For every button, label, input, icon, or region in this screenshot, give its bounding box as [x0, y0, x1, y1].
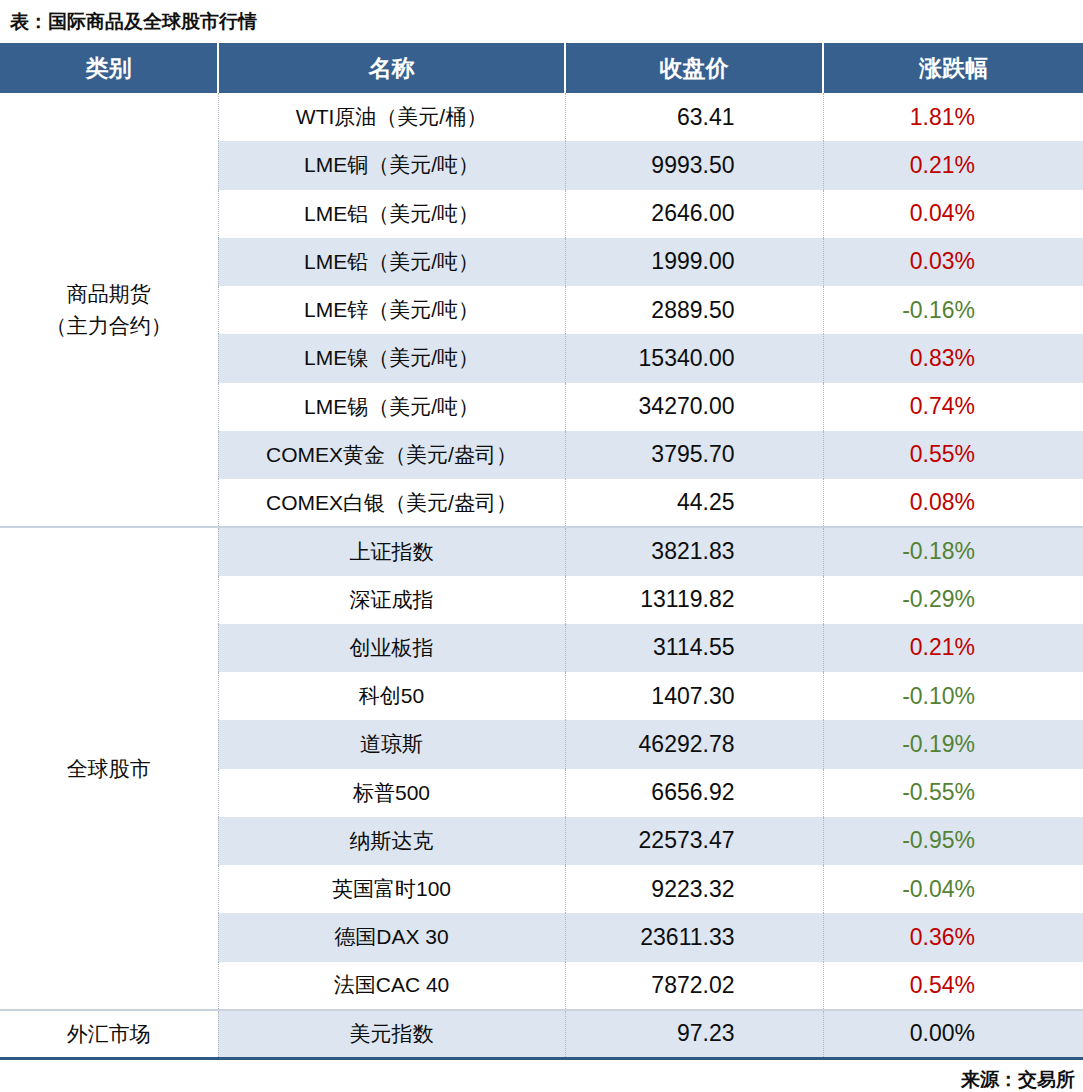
close-cell: 6656.92 — [565, 769, 823, 817]
category-cell: 全球股市 — [0, 527, 218, 1010]
name-cell: LME锌（美元/吨） — [218, 286, 565, 334]
category-cell: 商品期货 （主力合约） — [0, 93, 218, 527]
close-cell: 7872.02 — [565, 962, 823, 1010]
change-cell: 0.83% — [823, 334, 1083, 382]
change-cell: 0.00% — [823, 1010, 1083, 1058]
market-table: 类别 名称 收盘价 涨跌幅 商品期货 （主力合约）WTI原油（美元/桶）63.4… — [0, 43, 1083, 1060]
name-cell: LME镍（美元/吨） — [218, 334, 565, 382]
category-cell: 外汇市场 — [0, 1010, 218, 1058]
header-row: 类别 名称 收盘价 涨跌幅 — [0, 43, 1083, 93]
change-cell: 1.81% — [823, 93, 1083, 141]
change-cell: -0.29% — [823, 576, 1083, 624]
table-body: 商品期货 （主力合约）WTI原油（美元/桶）63.411.81%LME铜（美元/… — [0, 93, 1083, 1058]
name-cell: LME铝（美元/吨） — [218, 190, 565, 238]
table-row: 商品期货 （主力合约）WTI原油（美元/桶）63.411.81% — [0, 93, 1083, 141]
col-header-category: 类别 — [0, 43, 218, 93]
name-cell: 创业板指 — [218, 624, 565, 672]
col-header-close: 收盘价 — [565, 43, 823, 93]
name-cell: LME铜（美元/吨） — [218, 141, 565, 189]
close-cell: 2646.00 — [565, 190, 823, 238]
change-cell: 0.21% — [823, 624, 1083, 672]
change-cell: -0.16% — [823, 286, 1083, 334]
name-cell: 纳斯达克 — [218, 817, 565, 865]
close-cell: 3795.70 — [565, 431, 823, 479]
close-cell: 15340.00 — [565, 334, 823, 382]
name-cell: COMEX黄金（美元/盎司） — [218, 431, 565, 479]
change-cell: -0.55% — [823, 769, 1083, 817]
change-cell: -0.19% — [823, 720, 1083, 768]
change-cell: 0.74% — [823, 383, 1083, 431]
change-cell: 0.54% — [823, 962, 1083, 1010]
name-cell: 法国CAC 40 — [218, 962, 565, 1010]
close-cell: 1999.00 — [565, 238, 823, 286]
change-cell: 0.36% — [823, 913, 1083, 961]
change-cell: 0.04% — [823, 190, 1083, 238]
change-cell: 0.08% — [823, 479, 1083, 527]
col-header-change: 涨跌幅 — [823, 43, 1083, 93]
close-cell: 1407.30 — [565, 672, 823, 720]
change-cell: 0.21% — [823, 141, 1083, 189]
name-cell: 美元指数 — [218, 1010, 565, 1058]
close-cell: 23611.33 — [565, 913, 823, 961]
table-row: 外汇市场美元指数97.230.00% — [0, 1010, 1083, 1058]
close-cell: 3821.83 — [565, 527, 823, 575]
name-cell: LME锡（美元/吨） — [218, 383, 565, 431]
name-cell: 德国DAX 30 — [218, 913, 565, 961]
name-cell: 英国富时100 — [218, 865, 565, 913]
close-cell: 9993.50 — [565, 141, 823, 189]
name-cell: 标普500 — [218, 769, 565, 817]
change-cell: -0.04% — [823, 865, 1083, 913]
close-cell: 63.41 — [565, 93, 823, 141]
close-cell: 97.23 — [565, 1010, 823, 1058]
close-cell: 22573.47 — [565, 817, 823, 865]
change-cell: -0.18% — [823, 527, 1083, 575]
change-cell: -0.10% — [823, 672, 1083, 720]
name-cell: 上证指数 — [218, 527, 565, 575]
name-cell: WTI原油（美元/桶） — [218, 93, 565, 141]
close-cell: 46292.78 — [565, 720, 823, 768]
name-cell: COMEX白银（美元/盎司） — [218, 479, 565, 527]
name-cell: 深证成指 — [218, 576, 565, 624]
close-cell: 44.25 — [565, 479, 823, 527]
source-note: 来源：交易所 — [0, 1060, 1083, 1092]
table-header: 类别 名称 收盘价 涨跌幅 — [0, 43, 1083, 93]
name-cell: LME铅（美元/吨） — [218, 238, 565, 286]
page: 表：国际商品及全球股市行情 类别 名称 收盘价 涨跌幅 商品期货 （主力合约）W… — [0, 0, 1083, 1092]
name-cell: 道琼斯 — [218, 720, 565, 768]
col-header-name: 名称 — [218, 43, 565, 93]
change-cell: 0.03% — [823, 238, 1083, 286]
name-cell: 科创50 — [218, 672, 565, 720]
change-cell: 0.55% — [823, 431, 1083, 479]
close-cell: 34270.00 — [565, 383, 823, 431]
close-cell: 2889.50 — [565, 286, 823, 334]
table-title: 表：国际商品及全球股市行情 — [0, 0, 1083, 43]
close-cell: 3114.55 — [565, 624, 823, 672]
change-cell: -0.95% — [823, 817, 1083, 865]
close-cell: 13119.82 — [565, 576, 823, 624]
close-cell: 9223.32 — [565, 865, 823, 913]
table-row: 全球股市上证指数3821.83-0.18% — [0, 527, 1083, 575]
